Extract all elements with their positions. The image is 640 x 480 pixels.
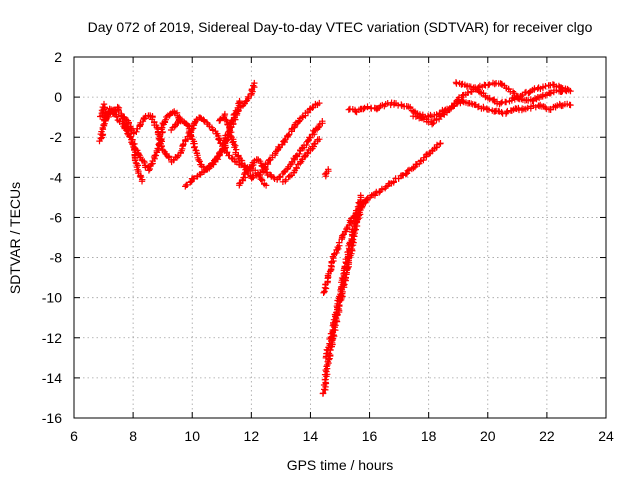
chart-title: Day 072 of 2019, Sidereal Day-to-day VTE…: [88, 19, 593, 35]
y-tick-label: 2: [54, 49, 62, 65]
x-tick-label: 24: [598, 428, 614, 444]
y-tick-labels: 2 0 -2 -4 -6 -8 -10 -12 -14 -16: [42, 49, 62, 426]
x-tick-label: 14: [303, 428, 319, 444]
y-axis-title: SDTVAR / TECUs: [7, 182, 23, 294]
x-axis-title: GPS time / hours: [287, 457, 394, 473]
x-tick-label: 12: [244, 428, 260, 444]
series-arc-9: [321, 166, 332, 180]
series-arc-6: [216, 99, 323, 182]
data-series: [96, 79, 574, 397]
y-tick-label: -8: [50, 250, 63, 266]
x-tick-label: 16: [362, 428, 378, 444]
x-tick-labels: 6 8 10 12 14 16 18 20 22 24: [70, 428, 614, 444]
x-tick-label: 10: [184, 428, 200, 444]
series-arc-7: [236, 118, 326, 189]
series-arc-5: [182, 97, 243, 190]
x-tick-label: 20: [480, 428, 496, 444]
y-tick-label: -14: [42, 370, 62, 386]
series-arc-8: [279, 136, 323, 185]
series-arc-12: [322, 192, 365, 362]
plot-frame: [73, 56, 607, 419]
y-tick-label: -10: [42, 290, 62, 306]
axis-ticks: [73, 56, 607, 419]
x-tick-label: 22: [539, 428, 555, 444]
y-tick-label: 0: [54, 89, 62, 105]
x-tick-label: 8: [129, 428, 137, 444]
series-arc-15: [452, 79, 571, 108]
y-tick-label: -6: [50, 209, 63, 225]
y-tick-label: -4: [50, 169, 63, 185]
y-tick-label: -16: [42, 410, 62, 426]
x-tick-label: 18: [421, 428, 437, 444]
x-tick-label: 6: [70, 428, 78, 444]
y-tick-label: -12: [42, 330, 62, 346]
y-tick-label: -2: [50, 129, 63, 145]
